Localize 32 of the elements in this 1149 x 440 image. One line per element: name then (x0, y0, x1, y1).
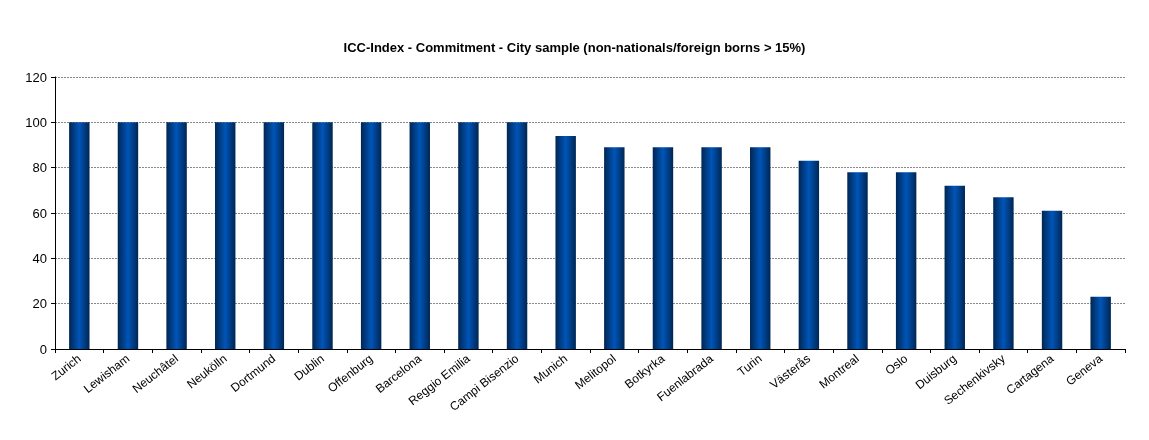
y-tick-label: 40 (32, 250, 47, 266)
chart-title: ICC-Index - Commitment - City sample (non-nationals/foreign borns > 15%) (343, 40, 806, 55)
bar (506, 122, 528, 349)
bar (993, 197, 1014, 349)
bar (944, 185, 965, 349)
bar (166, 122, 187, 349)
bar (312, 122, 333, 349)
y-tick-label: 0 (39, 341, 47, 357)
bar (750, 147, 771, 349)
bar (409, 122, 430, 349)
bar (1090, 296, 1111, 349)
x-tick-label: Turin (734, 351, 765, 380)
bar (701, 147, 722, 349)
y-tick-label: 20 (32, 296, 47, 312)
y-tick-label: 60 (32, 205, 47, 221)
y-tick-label: 100 (25, 114, 47, 130)
bar (798, 160, 820, 349)
bar (652, 147, 674, 349)
bar (895, 172, 917, 349)
bar (604, 147, 625, 349)
bar (458, 122, 479, 349)
x-tick-label: Oslo (882, 351, 911, 378)
bar (847, 172, 868, 349)
bar (215, 122, 236, 349)
bar (117, 122, 139, 349)
y-tick-label: 80 (32, 160, 47, 176)
bar (555, 135, 576, 349)
bar (263, 122, 285, 349)
y-tick-label: 120 (25, 69, 47, 85)
bar (69, 122, 90, 349)
bar (360, 122, 382, 349)
bar (1041, 210, 1063, 349)
